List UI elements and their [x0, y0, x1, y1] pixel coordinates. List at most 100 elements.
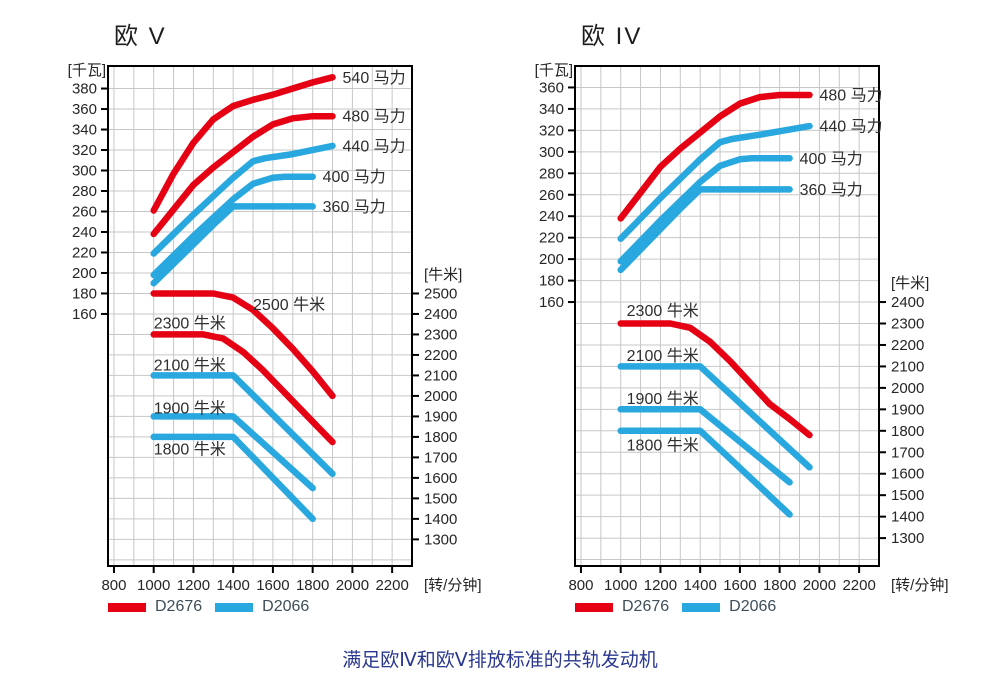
legend-label-d2676: D2676: [155, 598, 203, 615]
torque-axis-unit: [牛米]: [891, 275, 929, 292]
svg-text:2300: 2300: [424, 326, 457, 343]
svg-text:2200: 2200: [424, 347, 457, 364]
curve-label: 480 马力: [343, 108, 406, 126]
curve-400 马力: 400 马力: [150, 168, 386, 279]
svg-text:2000: 2000: [424, 388, 457, 405]
svg-text:800: 800: [568, 577, 593, 594]
axis-tick-labels: 800 1000 1200 1400 1600 1800 2000 2200 380 360 340…: [72, 81, 457, 594]
curve-label: 440 马力: [819, 118, 882, 136]
svg-text:340: 340: [72, 122, 97, 139]
svg-text:280: 280: [72, 183, 97, 200]
curve-label: 440 马力: [343, 137, 406, 155]
curve-label: 2300 牛米: [154, 315, 226, 333]
svg-text:2200: 2200: [891, 337, 924, 354]
curve-label: 2500 牛米: [253, 296, 325, 314]
curve-400 马力: 400 马力: [617, 150, 863, 265]
curve-1900 牛米: 1900 牛米: [150, 400, 316, 492]
svg-text:1300: 1300: [891, 530, 924, 547]
svg-text:2100: 2100: [424, 367, 457, 384]
torque-axis-unit: [牛米]: [424, 266, 462, 283]
x-axis-unit: [转/分钟]: [891, 577, 949, 594]
curve-label: 1800 牛米: [154, 441, 226, 459]
legend-label-d2676: D2676: [622, 598, 670, 615]
svg-text:1400: 1400: [424, 511, 457, 528]
plot-frame: [574, 65, 880, 567]
euro5-performance-chart: 800 1000 1200 1400 1600 1800 2000 2200 380 360 340…: [68, 62, 482, 594]
curve-480 马力: 480 马力: [617, 86, 883, 222]
legend-swatch-d2676: [575, 602, 613, 612]
svg-text:2500: 2500: [424, 285, 457, 302]
svg-text:1400: 1400: [216, 577, 249, 594]
svg-text:300: 300: [539, 144, 564, 161]
curve-2500 牛米: 2500 牛米: [150, 290, 336, 400]
curve-1900 牛米: 1900 牛米: [617, 390, 793, 486]
svg-text:240: 240: [539, 208, 564, 225]
curve-label: 480 马力: [819, 86, 882, 104]
curve-label: 1900 牛米: [627, 390, 699, 408]
legend-swatch-d2066: [682, 602, 721, 612]
curve-label: 400 马力: [323, 168, 386, 186]
svg-text:2100: 2100: [891, 358, 924, 375]
power-axis-unit: [千瓦]: [68, 62, 106, 79]
svg-text:2200: 2200: [842, 577, 875, 594]
curve-480 马力: 480 马力: [150, 108, 406, 238]
curve-360 马力: 360 马力: [150, 198, 386, 287]
chart-title-euro4: 欧 IV: [581, 23, 643, 50]
svg-text:220: 220: [539, 230, 564, 247]
curve-label: 360 马力: [800, 181, 863, 199]
curve-label: 2300 牛米: [627, 302, 699, 320]
curve-label: 1900 牛米: [154, 400, 226, 418]
svg-text:2200: 2200: [375, 577, 408, 594]
curve-1800 牛米: 1800 牛米: [150, 433, 316, 523]
legend-item-d2066: D2066: [215, 598, 309, 616]
svg-text:1800: 1800: [763, 577, 796, 594]
curve-360 马力: 360 马力: [617, 181, 863, 274]
curve-2100 牛米: 2100 牛米: [617, 347, 813, 471]
svg-text:1200: 1200: [644, 577, 677, 594]
svg-text:300: 300: [72, 163, 97, 180]
svg-text:1400: 1400: [683, 577, 716, 594]
svg-text:320: 320: [539, 122, 564, 139]
axis-unit-labels: [千瓦] [牛米] [转/分钟]: [68, 62, 482, 594]
svg-text:280: 280: [539, 165, 564, 182]
svg-text:1600: 1600: [424, 470, 457, 487]
axis-ticks: [101, 87, 419, 573]
curve-2100 牛米: 2100 牛米: [150, 357, 336, 478]
x-axis-unit: [转/分钟]: [424, 577, 482, 594]
grid: [108, 66, 412, 566]
plot-frame: [107, 65, 413, 567]
svg-text:260: 260: [539, 187, 564, 204]
svg-text:2300: 2300: [891, 316, 924, 333]
svg-text:1300: 1300: [424, 531, 457, 548]
svg-text:2000: 2000: [803, 577, 836, 594]
legend-swatch-d2676: [108, 602, 146, 612]
chart-title-euro5: 欧 V: [114, 23, 167, 50]
legend-euro5: D2676 D2066: [108, 598, 309, 616]
curve-label: 540 马力: [343, 69, 406, 87]
curve-label: 2100 牛米: [627, 347, 699, 365]
svg-text:2000: 2000: [336, 577, 369, 594]
svg-text:1700: 1700: [891, 444, 924, 461]
svg-text:320: 320: [72, 142, 97, 159]
svg-text:200: 200: [539, 251, 564, 268]
axis-tick-labels: 800 1000 1200 1400 1600 1800 2000 2200 360 340 320…: [539, 79, 924, 594]
svg-text:1500: 1500: [424, 490, 457, 507]
svg-text:360: 360: [539, 79, 564, 96]
svg-text:2400: 2400: [891, 294, 924, 311]
legend-euro4: D2676 D2066: [575, 598, 776, 616]
axis-ticks: [568, 86, 886, 573]
euro5-chart-block: 欧 V 800 1000 1200 1400 1600 1800 2000 2200 380 36…: [30, 8, 500, 628]
svg-text:1800: 1800: [296, 577, 329, 594]
legend-label-d2066: D2066: [262, 598, 310, 615]
svg-text:380: 380: [72, 81, 97, 98]
svg-text:1900: 1900: [424, 408, 457, 425]
svg-text:1700: 1700: [424, 449, 457, 466]
legend-item-d2676: D2676: [575, 598, 669, 616]
svg-text:180: 180: [72, 285, 97, 302]
power-axis-unit: [千瓦]: [535, 62, 573, 79]
svg-text:1000: 1000: [604, 577, 637, 594]
svg-text:1900: 1900: [891, 401, 924, 418]
euro4-chart-block: 欧 IV 800 1000 1200 1400 1600 1800 2000 2200 360 3…: [497, 8, 967, 628]
svg-text:220: 220: [72, 244, 97, 261]
